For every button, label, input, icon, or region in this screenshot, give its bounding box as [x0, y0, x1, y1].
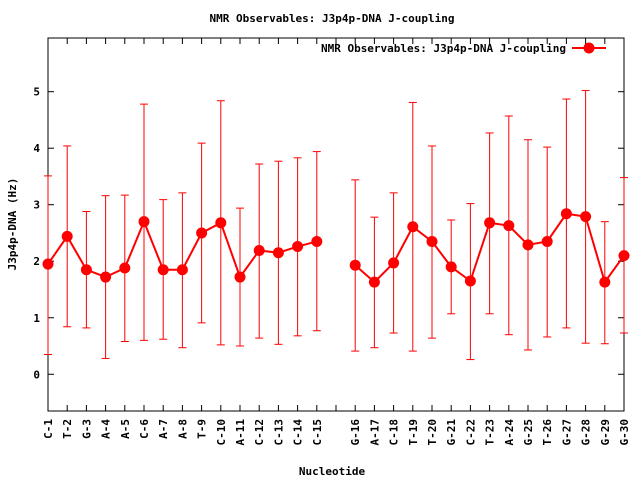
x-tick-label: T-23 [484, 419, 497, 446]
x-tick-label: A-5 [119, 419, 132, 439]
x-tick-label: C-18 [388, 419, 401, 446]
series-group [42, 90, 630, 361]
data-point [618, 250, 630, 262]
x-tick-label: T-26 [541, 419, 554, 446]
x-tick-label: G-25 [522, 419, 535, 446]
data-point [484, 217, 496, 229]
x-tick-label: A-8 [176, 419, 189, 439]
data-point [503, 220, 515, 232]
x-tick-label: C-10 [215, 419, 228, 446]
data-point [349, 259, 361, 271]
data-point [541, 235, 553, 247]
legend-marker [583, 42, 595, 54]
x-tick-label: A-24 [503, 419, 516, 446]
x-tick-label: C-12 [253, 419, 266, 446]
data-point [196, 227, 208, 239]
y-tick-label: 2 [33, 255, 40, 268]
data-point [100, 271, 112, 283]
x-tick-label: G-3 [80, 419, 93, 439]
x-tick-label: C-14 [292, 419, 305, 446]
data-point [407, 221, 419, 233]
data-point [445, 261, 457, 273]
x-tick-label: G-16 [349, 419, 362, 446]
y-tick-label: 0 [33, 368, 40, 381]
data-point [464, 275, 476, 287]
legend: NMR Observables: J3p4p-DNA J-coupling [321, 42, 606, 55]
x-tick-label: T-20 [426, 419, 439, 446]
data-point [176, 264, 188, 276]
x-tick-label: T-2 [61, 419, 74, 439]
x-tick-label: G-29 [599, 419, 612, 446]
data-point [272, 247, 284, 259]
x-tick-label: C-22 [464, 419, 477, 446]
data-point [80, 264, 92, 276]
x-tick-label: A-17 [368, 419, 381, 446]
y-axis-label: J3p4p-DNA (Hz) [6, 178, 19, 271]
y-tick-label: 5 [33, 86, 40, 99]
x-tick-label: A-11 [234, 419, 247, 446]
data-point [215, 217, 227, 229]
x-tick-label: A-7 [157, 419, 170, 439]
data-point [599, 276, 611, 288]
data-point [61, 230, 73, 242]
x-tick-label: G-21 [445, 419, 458, 446]
data-point [580, 211, 592, 223]
x-axis: C-1 T-2 G-3 A-4 A-5 C-6 A-7 A-8 T-9 C-10 A-11 C-12 C… [42, 38, 631, 446]
y-axis: 0 1 2 3 4 5 [33, 86, 624, 381]
x-tick-label: G-27 [560, 419, 573, 446]
plot-frame [47, 37, 625, 412]
data-point [368, 276, 380, 288]
data-point [119, 262, 131, 274]
x-tick-label: G-30 [618, 419, 631, 446]
x-tick-label: C-13 [272, 419, 285, 446]
data-point [426, 235, 438, 247]
data-point [42, 258, 54, 270]
data-point [138, 216, 150, 228]
x-tick-label: C-15 [311, 419, 324, 446]
data-point [388, 257, 400, 269]
x-tick-label: C-1 [42, 419, 55, 439]
data-point [157, 264, 169, 276]
x-tick-label: C-6 [138, 419, 151, 439]
y-tick-label: 3 [33, 199, 40, 212]
data-point [560, 208, 572, 220]
legend-label: NMR Observables: J3p4p-DNA J-coupling [321, 42, 566, 55]
x-tick-label: T-19 [407, 419, 420, 446]
y-tick-label: 1 [33, 312, 40, 325]
chart-title: NMR Observables: J3p4p-DNA J-coupling [209, 12, 454, 25]
data-point [234, 271, 246, 283]
data-point [253, 244, 265, 256]
data-point [522, 239, 534, 251]
x-tick-label: G-28 [580, 419, 593, 446]
data-point [292, 241, 304, 253]
data-point [311, 235, 323, 247]
y-tick-label: 4 [33, 142, 40, 155]
x-tick-label: A-4 [100, 419, 113, 439]
x-axis-label: Nucleotide [299, 465, 366, 478]
x-tick-label: T-9 [196, 419, 209, 439]
